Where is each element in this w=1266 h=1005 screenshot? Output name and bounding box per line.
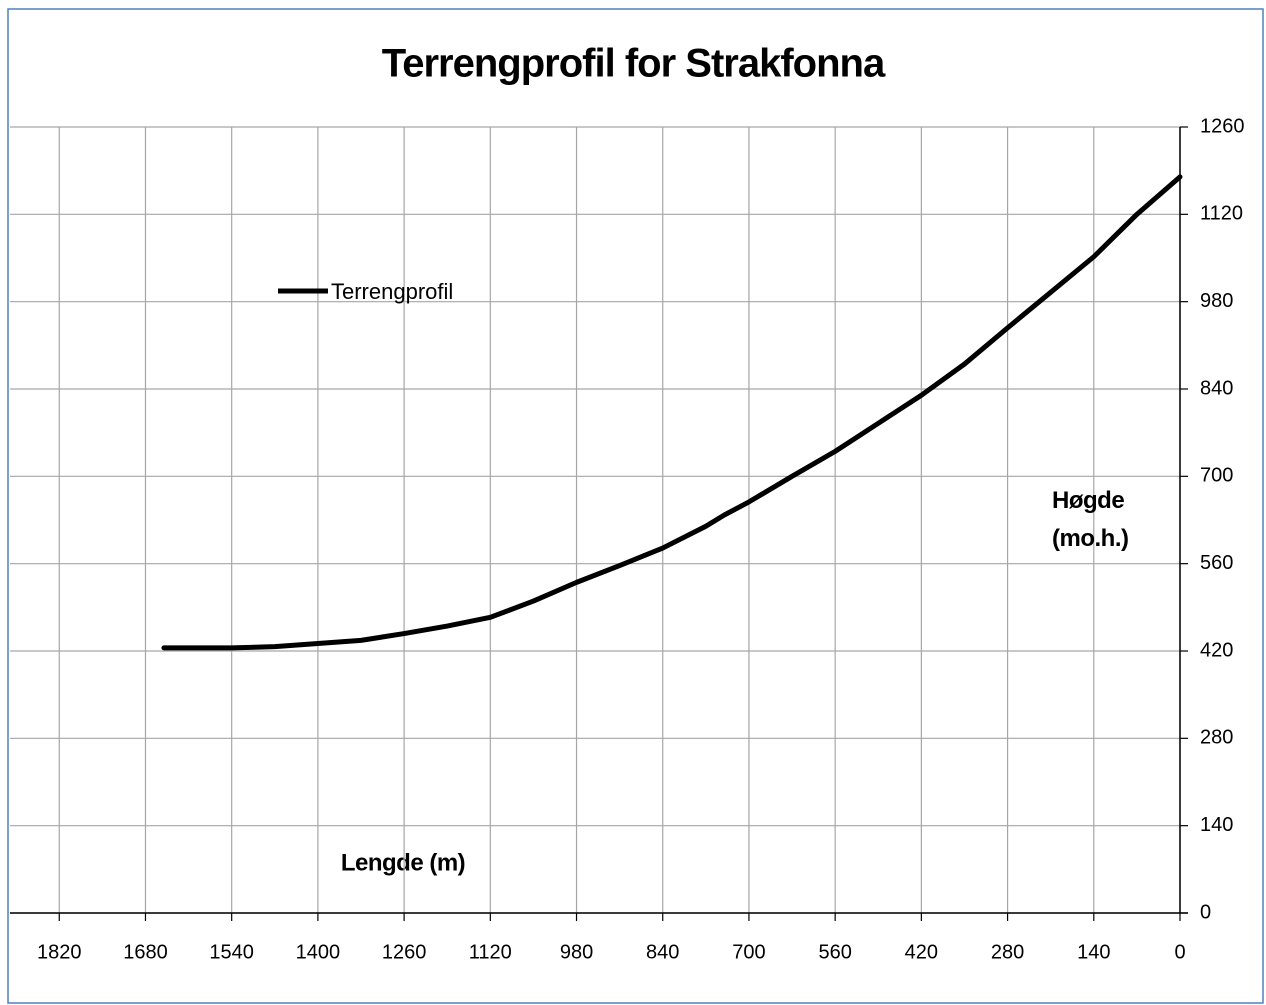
- y-tick-label: 980: [1200, 290, 1233, 312]
- y-tick-label: 560: [1200, 552, 1233, 574]
- line-series: [161, 174, 1183, 651]
- x-tick-label: 0: [1174, 941, 1185, 963]
- y-tick-label: 1260: [1200, 115, 1245, 137]
- legend-label: Terrengprofil: [331, 279, 453, 304]
- x-tick-label: 140: [1077, 941, 1110, 963]
- x-tick-label: 1820: [37, 941, 82, 963]
- x-tick-label: 420: [905, 941, 938, 963]
- x-tick-label: 560: [818, 941, 851, 963]
- y-tick-label: 420: [1200, 639, 1233, 661]
- x-tick-label: 1120: [469, 941, 512, 963]
- x-tick-label: 840: [646, 941, 679, 963]
- y-tick-label: 1120: [1200, 203, 1243, 225]
- x-tick-label: 700: [732, 941, 765, 963]
- x-tick-label: 1680: [123, 941, 168, 963]
- x-tick-label: 980: [560, 941, 593, 963]
- x-tick-label: 1400: [296, 941, 341, 963]
- chart-title: Terrengprofil for Strakfonna: [382, 42, 886, 86]
- chart-frame: [7, 8, 1264, 1004]
- x-tick-label: 280: [991, 941, 1024, 963]
- x-tick-label: 1540: [209, 941, 254, 963]
- y-tick-label: 700: [1200, 465, 1233, 487]
- y-tick-label: 140: [1200, 814, 1233, 836]
- y-tick-label: 280: [1200, 727, 1233, 749]
- x-tick-label: 1260: [382, 941, 427, 963]
- y-tick-label: 0: [1200, 901, 1211, 923]
- x-axis-title: Lengde (m): [341, 849, 465, 876]
- y-tick-label: 840: [1200, 377, 1233, 399]
- y-axis-title: Høgde (mo.h.): [1052, 487, 1129, 552]
